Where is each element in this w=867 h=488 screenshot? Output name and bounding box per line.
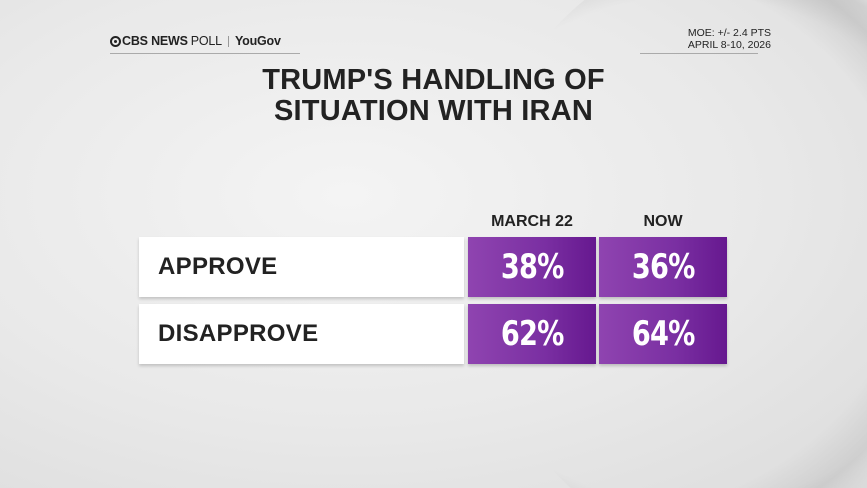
logo-divider	[227, 35, 229, 47]
page-title: TRUMP'S HANDLING OF SITUATION WITH IRAN	[262, 64, 605, 127]
cbs-news-poll-logo: CBS NEWS POLL YouGov	[110, 34, 281, 48]
header-rule-left	[110, 53, 300, 54]
partner-name: YouGov	[234, 34, 281, 48]
cell-approve-march-22: 38%	[468, 237, 596, 297]
brand-name: CBS NEWS	[122, 34, 188, 48]
brand-suffix: POLL	[190, 34, 222, 48]
cell-approve-now: 36%	[599, 237, 727, 297]
column-header-march-22: MARCH 22	[491, 213, 573, 230]
row-label-approve: APPROVE	[139, 237, 464, 297]
cbs-eye-icon	[110, 35, 121, 47]
row-label-disapprove: DISAPPROVE	[139, 304, 464, 364]
margin-of-error: MOE: +/- 2.4 PTS	[687, 27, 771, 39]
cell-disapprove-now: 64%	[599, 304, 727, 364]
column-header-now: NOW	[643, 213, 683, 230]
field-dates: APRIL 8-10, 2026	[687, 39, 771, 51]
header-rule-right	[640, 53, 758, 54]
cell-disapprove-march-22: 62%	[468, 304, 596, 364]
poll-meta: MOE: +/- 2.4 PTS APRIL 8-10, 2026	[688, 27, 771, 51]
